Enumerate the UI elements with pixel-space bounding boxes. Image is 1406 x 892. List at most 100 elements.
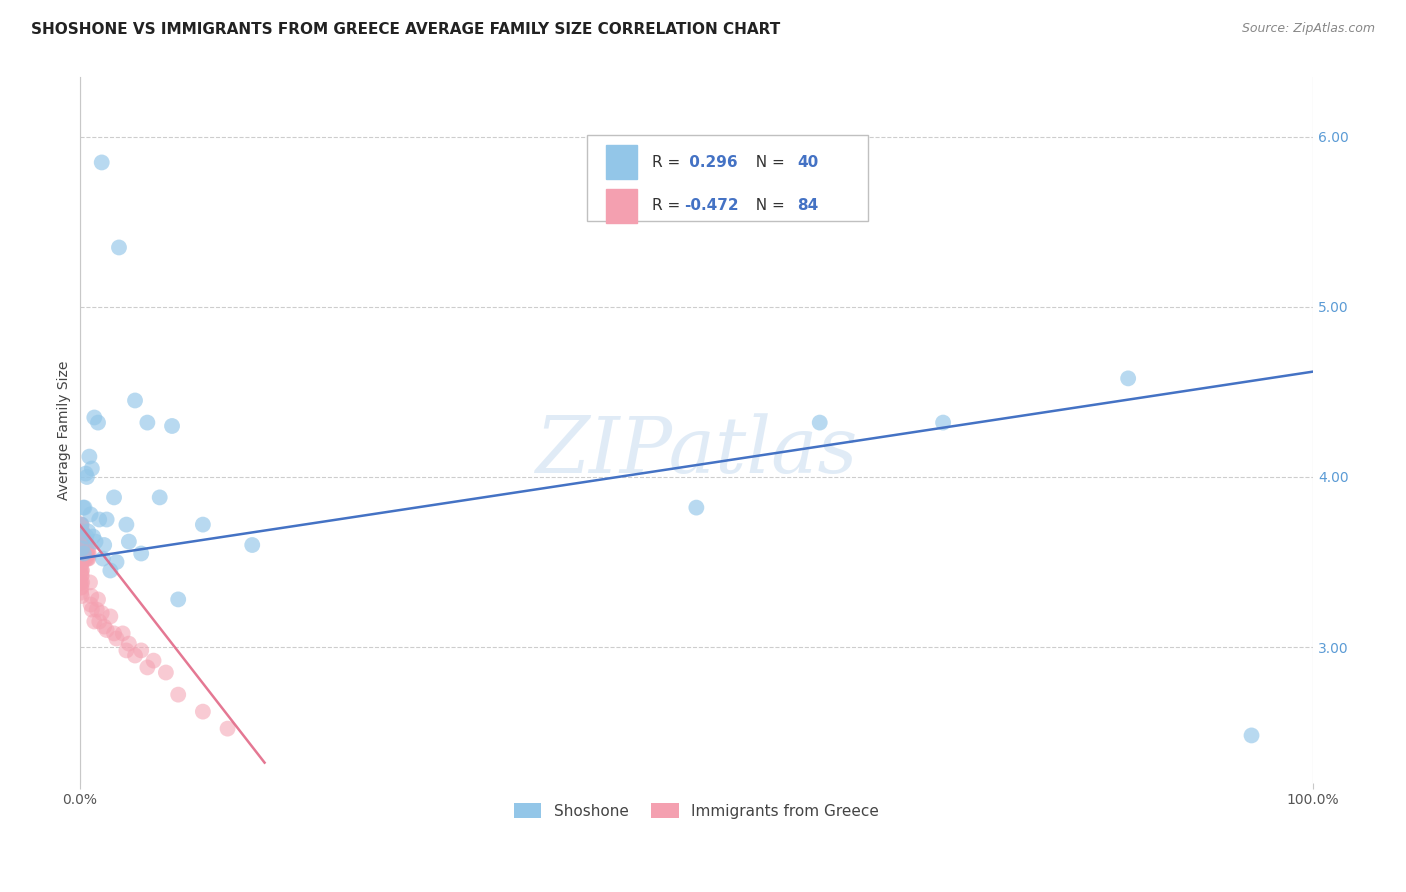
Point [70, 589, 93, 603]
Point [72, 547, 94, 561]
Point [83, 410, 105, 425]
Point [80, 602, 103, 616]
Point [75, 547, 97, 561]
Point [73, 547, 96, 561]
Point [115, 517, 138, 532]
Point [93, 619, 115, 633]
Point [72, 529, 94, 543]
Point [80, 461, 103, 475]
Point [77, 541, 100, 556]
Text: N =: N = [745, 198, 789, 213]
Point [73, 547, 96, 561]
Point [103, 491, 125, 505]
Point [83, 615, 105, 629]
Point [76, 551, 98, 566]
Point [167, 688, 190, 702]
Point [932, 416, 955, 430]
Point [70, 524, 93, 539]
Point [90, 606, 112, 620]
Point [124, 648, 146, 663]
Point [90, 155, 112, 169]
Point [72, 500, 94, 515]
Bar [606, 145, 637, 179]
Point [70, 524, 93, 539]
Point [87, 592, 110, 607]
Point [69, 534, 91, 549]
Point [69, 547, 91, 561]
Point [77, 551, 100, 566]
Point [73, 534, 96, 549]
Point [149, 491, 172, 505]
Point [98, 564, 121, 578]
Point [72, 534, 94, 549]
Point [70, 564, 93, 578]
Point [93, 538, 115, 552]
Point [89, 615, 111, 629]
Point [105, 555, 128, 569]
Point [118, 637, 141, 651]
Point [1116, 371, 1139, 385]
Point [86, 602, 108, 616]
Bar [606, 189, 637, 223]
Point [69, 547, 91, 561]
Point [103, 626, 125, 640]
Point [69, 575, 91, 590]
Point [70, 568, 93, 582]
Point [75, 467, 97, 481]
Point [70, 538, 93, 552]
Point [96, 623, 118, 637]
Point [73, 538, 96, 552]
Point [70, 529, 93, 543]
Point [77, 547, 100, 561]
Point [111, 626, 134, 640]
Point [98, 609, 121, 624]
Point [105, 632, 128, 646]
Point [72, 529, 94, 543]
Point [72, 534, 94, 549]
Point [70, 568, 93, 582]
Point [70, 524, 93, 539]
Point [808, 416, 831, 430]
Point [70, 517, 93, 532]
Point [69, 517, 91, 532]
Point [70, 534, 93, 549]
Point [76, 470, 98, 484]
Text: SHOSHONE VS IMMIGRANTS FROM GREECE AVERAGE FAMILY SIZE CORRELATION CHART: SHOSHONE VS IMMIGRANTS FROM GREECE AVERA… [31, 22, 780, 37]
Point [70, 575, 93, 590]
Point [76, 538, 98, 552]
Point [191, 517, 214, 532]
Text: R =: R = [652, 198, 685, 213]
Point [160, 419, 183, 434]
Point [77, 524, 100, 539]
Y-axis label: Average Family Size: Average Family Size [58, 360, 72, 500]
Point [75, 534, 97, 549]
Text: N =: N = [745, 154, 789, 169]
Point [70, 529, 93, 543]
Point [89, 512, 111, 526]
Point [79, 508, 101, 522]
Text: 40: 40 [797, 154, 818, 169]
Point [70, 564, 93, 578]
Point [69, 564, 91, 578]
Point [96, 512, 118, 526]
Point [129, 547, 152, 561]
Point [91, 551, 114, 566]
Point [115, 643, 138, 657]
Point [70, 517, 93, 532]
Point [136, 416, 159, 430]
Point [87, 416, 110, 430]
Point [72, 541, 94, 556]
Point [76, 551, 98, 566]
Point [70, 541, 93, 556]
Point [75, 551, 97, 566]
Point [70, 575, 93, 590]
Point [70, 517, 93, 532]
Point [70, 585, 93, 599]
Point [75, 541, 97, 556]
Point [73, 551, 96, 566]
Point [79, 450, 101, 464]
Point [136, 660, 159, 674]
Legend: Shoshone, Immigrants from Greece: Shoshone, Immigrants from Greece [508, 797, 884, 825]
Point [155, 665, 177, 680]
Text: -0.472: -0.472 [685, 198, 738, 213]
